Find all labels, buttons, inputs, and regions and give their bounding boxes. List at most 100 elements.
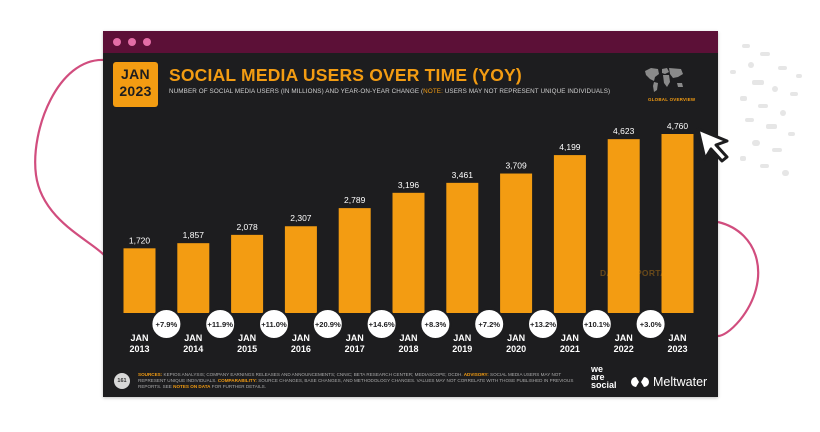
x-tick-year-2013: 2013 <box>129 344 149 354</box>
chart-title: SOCIAL MEDIA USERS OVER TIME (YOY) <box>169 65 522 85</box>
x-tick-year-2022: 2022 <box>614 344 634 354</box>
x-tick-year-2021: 2021 <box>560 344 580 354</box>
speckle-pattern <box>730 44 802 176</box>
meltwater-logo: Meltwater <box>630 375 707 389</box>
right-deco-curve <box>717 220 760 338</box>
notes-body: FOR FURTHER DETAILS. <box>210 384 266 389</box>
x-tick-year-2014: 2014 <box>183 344 203 354</box>
mouse-pointer-icon <box>696 127 729 163</box>
bar-chart: 1,720JAN20131,857JAN20142,078JAN20152,30… <box>123 121 694 354</box>
subtitle-main: NUMBER OF SOCIAL MEDIA USERS (IN MILLION… <box>169 88 424 95</box>
logo-line-are: are <box>591 372 605 382</box>
value-label-2019: 3,461 <box>452 170 474 180</box>
x-tick-year-2023: 2023 <box>667 344 687 354</box>
x-tick-month-2019: JAN <box>453 333 471 343</box>
yoy-label-2: +11.9% <box>207 320 233 329</box>
x-tick-year-2020: 2020 <box>506 344 526 354</box>
value-label-2016: 2,307 <box>290 213 312 223</box>
x-tick-year-2016: 2016 <box>291 344 311 354</box>
yoy-label-4: +20.9% <box>315 320 341 329</box>
window-titlebar <box>103 31 718 53</box>
yoy-bubble-5 <box>365 308 398 340</box>
yoy-label-3: +11.0% <box>261 320 287 329</box>
bar-2019 <box>446 182 479 313</box>
date-badge: JAN 2023 <box>113 62 158 107</box>
value-label-2013: 1,720 <box>129 235 151 245</box>
bar-2022 <box>607 139 640 313</box>
value-label-2020: 3,709 <box>505 161 527 171</box>
meltwater-icon <box>631 377 649 387</box>
yoy-label-8: +13.2% <box>530 320 556 329</box>
subtitle-note-text: USERS MAY NOT REPRESENT UNIQUE INDIVIDUA… <box>442 88 611 95</box>
page-number-badge: 161 <box>114 373 130 389</box>
yoy-bubble-2 <box>204 308 237 340</box>
global-overview-label: GLOBAL OVERVIEW <box>648 97 696 102</box>
yoy-label-10: +3.0% <box>640 320 662 329</box>
bar-2015 <box>231 234 264 313</box>
bar-2016 <box>284 226 317 313</box>
yoy-label-5: +14.6% <box>369 320 395 329</box>
comparability-body: SOURCE CHANGES, BASE CHANGES, AND METHOD… <box>138 378 574 389</box>
sources-body: KEPIOS ANALYSIS; COMPANY EARNINGS RELEAS… <box>162 372 463 377</box>
advisory-body: SOCIAL MEDIA USERS MAY NOT REPRESENT UNI… <box>138 372 562 383</box>
we-are-social-logo: we are social <box>591 364 617 390</box>
window-dot-2 <box>128 38 136 46</box>
x-tick-month-2014: JAN <box>184 333 202 343</box>
meltwater-label: Meltwater <box>653 375 708 389</box>
x-tick-month-2016: JAN <box>292 333 310 343</box>
x-tick-year-2017: 2017 <box>345 344 365 354</box>
yoy-label-7: +7.2% <box>478 320 500 329</box>
yoy-label-6: +8.3% <box>425 320 447 329</box>
x-tick-month-2021: JAN <box>561 333 579 343</box>
left-deco-curve <box>34 58 105 256</box>
yoy-bubble-4 <box>311 308 344 340</box>
advisory-label: ADVISORY: <box>462 372 489 377</box>
bar-2017 <box>338 208 371 313</box>
bar-2018 <box>392 192 425 313</box>
yoy-label-9: +10.1% <box>584 320 610 329</box>
badge-year: 2023 <box>119 83 152 99</box>
bar-2013 <box>123 248 156 313</box>
yoy-bubble-6 <box>419 308 452 340</box>
x-tick-month-2015: JAN <box>238 333 256 343</box>
x-tick-month-2023: JAN <box>668 333 686 343</box>
yoy-label-1: +7.9% <box>156 320 178 329</box>
bar-2021 <box>553 155 586 313</box>
subtitle-note-label: NOTE: <box>423 88 443 95</box>
bar-2014 <box>177 243 210 313</box>
logo-line-social: social <box>591 380 617 390</box>
x-tick-month-2022: JAN <box>615 333 633 343</box>
yoy-bubble-10 <box>634 308 667 340</box>
window-dot-3 <box>143 38 151 46</box>
yoy-bubble-8 <box>527 308 559 340</box>
x-tick-month-2017: JAN <box>346 333 364 343</box>
value-label-2014: 1,857 <box>183 230 205 240</box>
yoy-bubble-7 <box>473 308 506 340</box>
x-tick-month-2013: JAN <box>130 333 148 343</box>
window-dot-1 <box>113 38 121 46</box>
comparability-label: COMPARABILITY: <box>216 378 257 383</box>
x-tick-month-2018: JAN <box>399 333 417 343</box>
yoy-bubble-3 <box>258 308 290 340</box>
sources-label: SOURCES: <box>138 372 163 377</box>
bar-2020 <box>500 173 533 313</box>
world-map-icon <box>645 68 683 92</box>
yoy-bubble-9 <box>580 308 613 340</box>
value-label-2022: 4,623 <box>613 126 635 136</box>
value-label-2015: 2,078 <box>236 222 258 232</box>
bar-2023 <box>661 134 694 313</box>
x-tick-year-2019: 2019 <box>452 344 472 354</box>
x-tick-year-2018: 2018 <box>398 344 418 354</box>
logo-line-we: we <box>591 364 604 374</box>
x-tick-year-2015: 2015 <box>237 344 257 354</box>
value-label-2021: 4,199 <box>559 142 581 152</box>
yoy-bubble-1 <box>150 308 183 340</box>
infographic-window: JAN 2023 SOCIAL MEDIA USERS OVER TIME (Y… <box>103 31 718 397</box>
x-tick-month-2020: JAN <box>507 333 525 343</box>
notes-link[interactable]: NOTES ON DATA <box>171 384 211 389</box>
value-label-2023: 4,760 <box>667 121 689 131</box>
value-label-2017: 2,789 <box>344 195 366 205</box>
value-label-2018: 3,196 <box>398 180 420 190</box>
badge-month: JAN <box>121 66 150 82</box>
